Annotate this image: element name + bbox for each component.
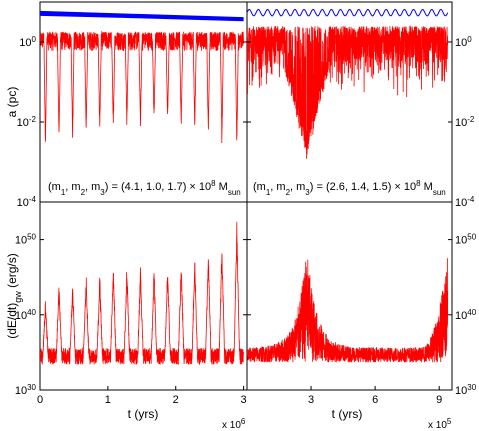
panel-bottom-right-frame [246, 201, 453, 391]
bottom-left-xscale-note: x 106 [222, 417, 246, 431]
bottom-right-ytick-label-1: 1040 [455, 307, 477, 322]
top-left-series [40, 10, 244, 144]
bottom-left-ytick-label-2: 1050 [15, 232, 37, 247]
bottom-right-ytick-label-2: 1050 [455, 232, 477, 247]
top-left-ylabel: a (pc) [5, 87, 19, 118]
bottom-right-xtick-label-1: 6 [372, 394, 378, 406]
top-right-ytick-label-1: 10-2 [455, 115, 475, 130]
bottom-left-xlabel: t (yrs) [128, 407, 159, 421]
top-right-ytick-label-0: 10-4 [455, 195, 475, 210]
top-left-ytick-label-0: 10-4 [17, 195, 37, 210]
top-left-mass-annotation: (m1, m2, m3) = (4.1, 1.0, 1.7) × 108 Msu… [48, 179, 241, 197]
bottom-left-xtick-label-0: 0 [37, 394, 43, 406]
top-right-outer-series [247, 8, 449, 17]
bottom-right-xscale-note: x 105 [428, 417, 452, 431]
bottom-left-ytick-label-1: 1040 [15, 307, 37, 322]
top-left-ytick-label-2: 100 [19, 35, 36, 50]
top-left-ytick-label-1: 10-2 [17, 115, 37, 130]
top-left-outer-series [40, 10, 244, 22]
bottom-left-xtick-label-3: 3 [241, 394, 247, 406]
bottom-right-power-series [247, 258, 449, 363]
top-right-series [247, 8, 449, 159]
bottom-left-xtick-label-1: 1 [105, 394, 111, 406]
bottom-right-xtick-label-0: 3 [308, 394, 314, 406]
bottom-left-power-series [40, 221, 244, 366]
bottom-left-xtick-label-2: 2 [173, 394, 179, 406]
bottom-left-series [40, 221, 244, 366]
top-right-inner-series [247, 25, 449, 159]
bottom-left-ylabel: (dE/dt)gw (erg/s) [5, 253, 23, 339]
top-right-ytick-label-2: 100 [455, 35, 472, 50]
panel-top-left-frame [39, 1, 248, 203]
bottom-right-ytick-label-0: 1030 [455, 383, 477, 398]
bottom-left-ytick-label-0: 1030 [15, 383, 37, 398]
bottom-right-xlabel: t (yrs) [332, 407, 363, 421]
top-right-mass-annotation: (m1, m2, m3) = (2.6, 1.4, 1.5) × 108 Msu… [253, 179, 446, 197]
bottom-right-xtick-label-2: 9 [436, 394, 442, 406]
bottom-right-series [247, 258, 449, 363]
top-left-inner-series [40, 30, 244, 144]
